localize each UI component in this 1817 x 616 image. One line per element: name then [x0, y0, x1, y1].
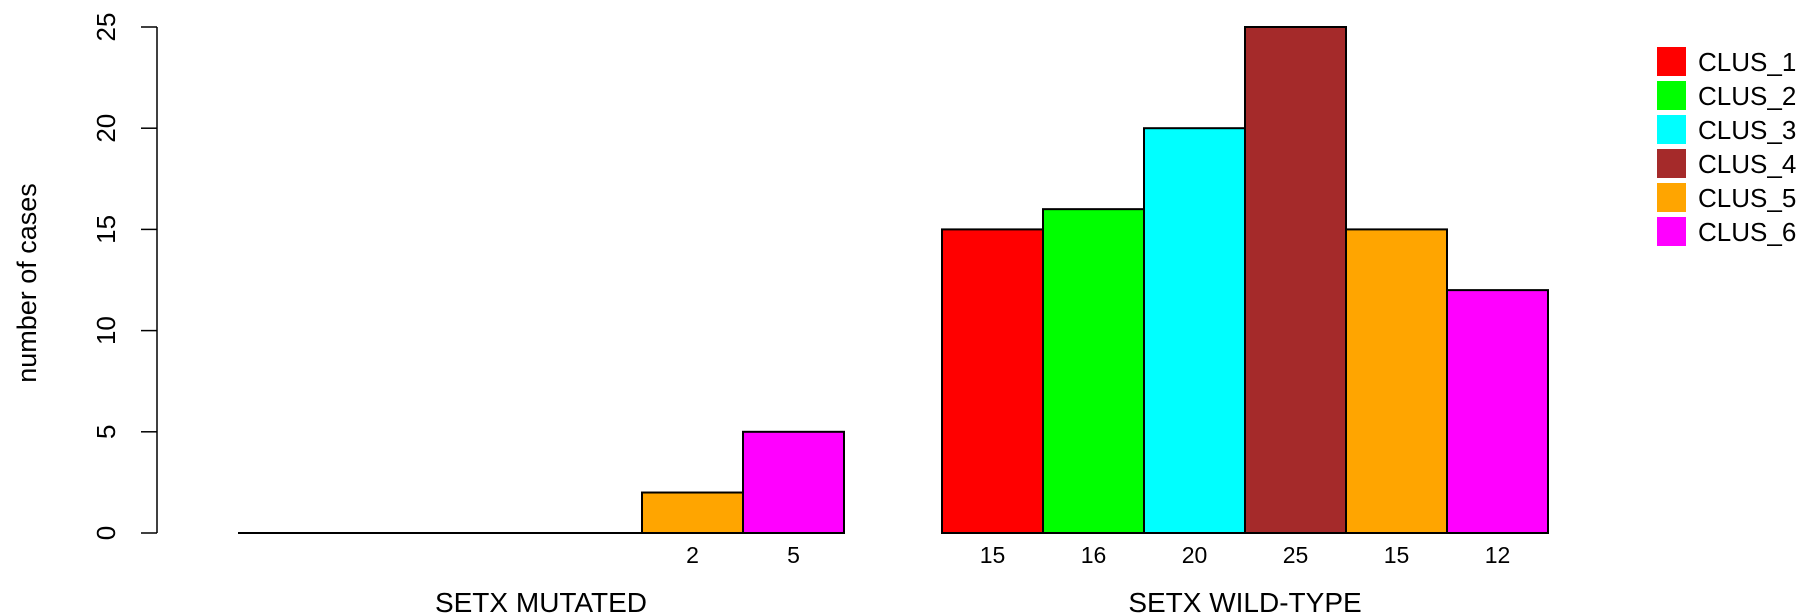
legend-label: CLUS_1 — [1698, 47, 1796, 77]
bar — [941, 228, 1044, 534]
legend-label: CLUS_5 — [1698, 183, 1796, 213]
group-label: SETX WILD-TYPE — [1128, 587, 1361, 616]
legend-swatch — [1657, 81, 1686, 110]
y-axis-label: number of cases — [12, 183, 42, 383]
y-tick-label: 5 — [91, 425, 121, 439]
legend: CLUS_1 CLUS_2 CLUS_3 CLUS_4 CLUS_5 CLUS_6 — [1657, 47, 1796, 247]
legend-label: CLUS_4 — [1698, 149, 1796, 179]
bar-value-label: 2 — [686, 542, 699, 568]
bar-value-label: 15 — [980, 542, 1006, 568]
group-label: SETX MUTATED — [435, 587, 647, 616]
group-labels: SETX MUTATED SETX WILD-TYPE — [435, 587, 1362, 616]
bar — [742, 430, 845, 534]
bar-value-label: 12 — [1485, 542, 1511, 568]
legend-label: CLUS_3 — [1698, 115, 1796, 145]
y-tick-label: 10 — [91, 316, 121, 345]
bar — [1244, 26, 1347, 534]
bar-value-label: 5 — [787, 542, 800, 568]
legend-swatch — [1657, 47, 1686, 76]
bars — [238, 26, 1549, 534]
legend-swatch — [1657, 217, 1686, 246]
legend-label: CLUS_2 — [1698, 81, 1796, 111]
legend-swatch — [1657, 115, 1686, 144]
legend-swatch — [1657, 149, 1686, 178]
bar — [1446, 289, 1549, 534]
y-tick-label: 0 — [91, 526, 121, 540]
bar-value-label: 25 — [1283, 542, 1309, 568]
bar — [641, 491, 744, 534]
legend-swatch — [1657, 183, 1686, 212]
bar — [1345, 228, 1448, 534]
bar-value-label: 16 — [1081, 542, 1107, 568]
bar-value-label: 20 — [1182, 542, 1208, 568]
bar — [1042, 208, 1145, 534]
legend-label: CLUS_6 — [1698, 217, 1796, 247]
value-labels: 2 5 15 16 20 25 15 12 — [686, 542, 1510, 568]
y-tick-label: 25 — [91, 13, 121, 42]
bar-value-label: 15 — [1384, 542, 1410, 568]
y-axis: 0 5 10 15 20 25 — [91, 13, 158, 540]
y-tick-label: 15 — [91, 215, 121, 244]
y-tick-label: 20 — [91, 114, 121, 143]
bar — [1143, 127, 1246, 534]
